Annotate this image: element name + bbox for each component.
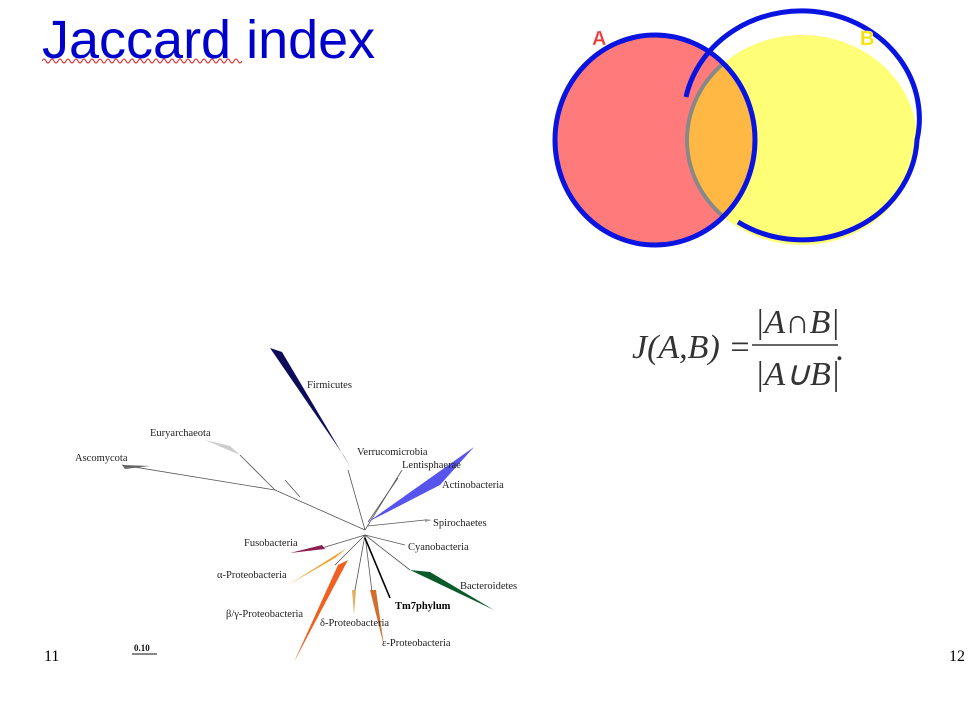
- scale-bar-label: 0.10: [134, 643, 150, 653]
- venn-label-a: A: [592, 28, 606, 50]
- venn-outline-a: [552, 32, 758, 248]
- label-lentisphaerae: Lentisphaerae: [402, 460, 461, 471]
- label-ascomycota: Ascomycota: [75, 453, 128, 464]
- label-epsilon-proteobacteria: ε-Proteobacteria: [382, 638, 451, 649]
- formula-lhs: J(A,B) =: [632, 329, 751, 366]
- clade-epsilon: [370, 590, 384, 646]
- clade-fusobacteria: [290, 545, 325, 553]
- venn-label-b: B: [860, 28, 874, 50]
- label-spirochaetes: Spirochaetes: [433, 518, 487, 529]
- venn-set-b: [687, 35, 917, 245]
- jaccard-formula: J(A,B) = |A∩B| |A∪B| .: [632, 304, 845, 393]
- clade-bacteroidetes: [410, 570, 494, 610]
- clade-actinobacteria: [368, 447, 474, 522]
- clade-ascomycota: [122, 465, 150, 469]
- label-fusobacteria: Fusobacteria: [244, 538, 298, 549]
- formula-period: .: [836, 331, 845, 368]
- label-cyanobacteria: Cyanobacteria: [408, 542, 469, 553]
- phylogenetic-tree: Firmicutes Euryarchaeota Ascomycota Verr…: [75, 348, 517, 662]
- label-firmicutes: Firmicutes: [307, 380, 352, 391]
- slide-title: Jaccard index: [42, 10, 376, 70]
- label-bacteroidetes: Bacteroidetes: [460, 581, 517, 592]
- spellcheck-underline: [42, 58, 242, 64]
- label-alpha-proteobacteria: α-Proteobacteria: [217, 570, 287, 581]
- page-number-right: 12: [949, 648, 965, 665]
- clade-alpha: [288, 548, 347, 585]
- label-euryarchaeota: Euryarchaeota: [150, 428, 211, 439]
- clade-spirochaetes: [425, 519, 432, 522]
- label-verrucomicrobia: Verrucomicrobia: [357, 447, 428, 458]
- clade-betagamma: [294, 560, 348, 662]
- label-delta-proteobacteria: δ-Proteobacteria: [320, 618, 389, 629]
- clade-firmicutes: [270, 348, 352, 470]
- page-number-left: 11: [44, 648, 60, 665]
- venn-diagram: A B: [552, 8, 922, 248]
- formula-denominator: |A∪B|: [755, 356, 840, 393]
- formula-numerator: |A∩B|: [755, 304, 840, 341]
- label-actinobacteria: Actinobacteria: [442, 480, 504, 491]
- label-betagamma-proteobacteria: β/γ-Proteobacteria: [226, 609, 303, 620]
- clade-euryarchaeota: [205, 440, 240, 455]
- clade-delta: [352, 590, 356, 615]
- label-tm7-phylum: Tm7phylum: [395, 601, 451, 612]
